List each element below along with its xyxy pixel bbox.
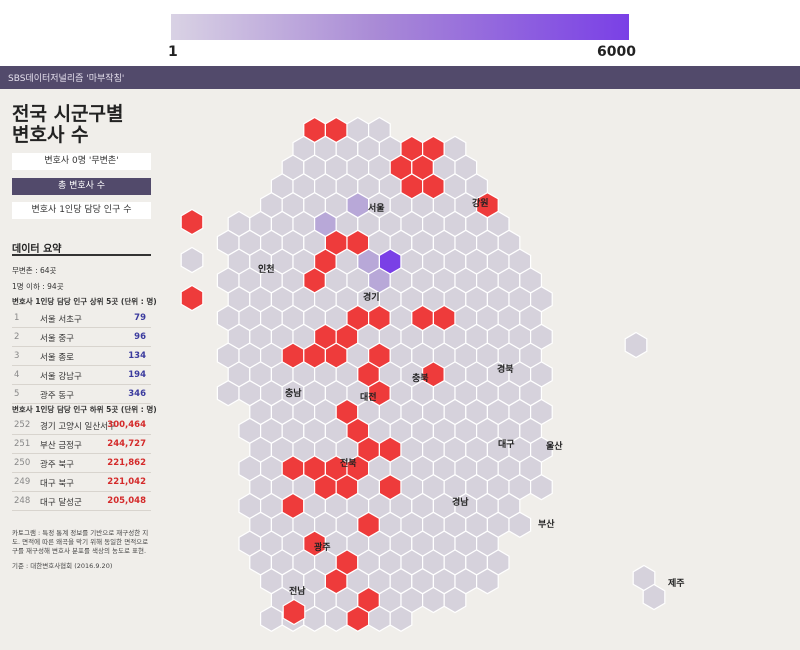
region-label-chungnam: 충남 (285, 387, 302, 399)
rank-name: 광주 북구 (40, 460, 74, 470)
rank-value: 346 (128, 389, 146, 399)
rank-value: 134 (128, 351, 146, 361)
region-label-ulsan: 울산 (546, 440, 563, 452)
legend-max-label: 6000 (597, 44, 636, 60)
rank-value: 221,862 (107, 458, 146, 468)
region-label-chungbuk: 충북 (412, 372, 429, 384)
rank-value: 194 (128, 370, 146, 380)
legend: 1 6000 (0, 0, 800, 66)
rank-number: 5 (14, 389, 20, 399)
rank-name: 경기 고양시 일산서구 (40, 422, 116, 432)
rank-number: 251 (14, 439, 31, 449)
table-row: 252 경기 고양시 일산서구 300,464 (12, 416, 151, 435)
district-hex[interactable] (642, 583, 666, 611)
region-label-jeonbuk: 전북 (340, 457, 357, 469)
rank-number: 4 (14, 370, 20, 380)
rank-name: 서울 강남구 (40, 372, 82, 382)
page-title: 전국 시군구별 변호사 수 (12, 104, 162, 146)
rank-name: 서울 중구 (40, 334, 74, 344)
rank-value: 221,042 (107, 477, 146, 487)
region-label-gangwon: 강원 (472, 197, 489, 209)
rank-value: 79 (134, 313, 146, 323)
region-label-daegu: 대구 (498, 438, 515, 450)
legend-color-bar (171, 14, 629, 40)
table-row: 2 서울 중구 96 (12, 328, 151, 347)
table-row: 251 부산 금정구 244,727 (12, 435, 151, 454)
district-hex[interactable] (624, 331, 648, 359)
rank-value: 205,048 (107, 496, 146, 506)
mode-button-population-per-lawyer[interactable]: 변호사 1인당 담당 인구 수 (12, 202, 151, 219)
district-hex[interactable] (529, 474, 553, 501)
region-label-gyeongnam: 경남 (452, 496, 469, 508)
rank-number: 249 (14, 477, 31, 487)
cartogram-note: 카토그램 : 특정 통계 정보를 기반으로 재구성한 지도. 면적에 따른 왜곡… (12, 529, 149, 555)
rank-number: 2 (14, 332, 20, 342)
district-hex[interactable] (180, 284, 204, 312)
rank-number: 1 (14, 313, 20, 323)
region-label-incheon: 인천 (258, 264, 275, 275)
table-row: 1 서울 서초구 79 (12, 309, 151, 328)
region-label-jeonnam: 전남 (289, 585, 306, 597)
table-row: 250 광주 북구 221,862 (12, 454, 151, 473)
header-bar: SBS데이터저널리즘 '마부작침' (0, 66, 800, 89)
summary-one-or-less: 1명 이하 : 94곳 (12, 282, 64, 291)
region-label-busan: 부산 (538, 518, 555, 530)
region-label-jeju: 제주 (668, 577, 685, 589)
district-hex[interactable] (180, 246, 204, 274)
page-title-line1: 전국 시군구별 (12, 103, 124, 125)
rank-value: 300,464 (107, 420, 146, 430)
top-rank-table: 1 서울 서초구 79 2 서울 중구 96 3 서울 종로 134 4 서울 강남구 194 … (12, 309, 151, 404)
summary-bottom-heading: 변호사 1인당 담당 인구 하위 5곳 (단위 : 명) (12, 405, 157, 414)
table-row: 248 대구 달성군 205,048 (12, 492, 151, 511)
district-hex[interactable] (180, 208, 204, 236)
district-hex[interactable] (389, 605, 413, 632)
rank-name: 서울 종로 (40, 353, 74, 363)
region-label-gyeonggi: 경기 (363, 291, 380, 303)
district-hex[interactable] (260, 605, 283, 632)
region-label-seoul: 서울 (368, 202, 385, 214)
legend-min-label: 1 (168, 44, 178, 60)
header-title: SBS데이터저널리즘 '마부작침' (8, 74, 125, 84)
district-hex[interactable] (508, 511, 532, 538)
rank-number: 248 (14, 496, 31, 506)
rank-value: 96 (134, 332, 146, 342)
district-hex[interactable] (324, 605, 348, 632)
rank-number: 3 (14, 351, 20, 361)
district-hex[interactable] (303, 605, 326, 632)
summary-divider (12, 254, 151, 256)
table-row: 249 대구 북구 221,042 (12, 473, 151, 492)
rank-number: 250 (14, 458, 31, 468)
region-label-daejeon: 대전 (360, 391, 377, 403)
district-hex[interactable] (346, 605, 370, 632)
bottom-rank-table: 252 경기 고양시 일산서구 300,464 251 부산 금정구 244,727 2… (12, 416, 151, 511)
rank-number: 252 (14, 420, 31, 430)
summary-no-lawyer: 무변촌 : 64곳 (12, 266, 57, 275)
mode-button-no-lawyer[interactable]: 변호사 0명 '무변촌' (12, 153, 151, 170)
district-hex[interactable] (443, 586, 467, 614)
rank-name: 서울 서초구 (40, 315, 82, 325)
district-hex[interactable] (368, 605, 391, 632)
region-label-gyeongbuk: 경북 (497, 363, 514, 375)
table-row: 5 광주 동구 346 (12, 385, 151, 404)
rank-name: 광주 동구 (40, 391, 74, 401)
table-row: 3 서울 종로 134 (12, 347, 151, 366)
data-source: 기준 : 대한변호사협회 (2016.9.20) (12, 562, 113, 570)
district-hex[interactable] (216, 380, 240, 407)
page-title-line2: 변호사 수 (12, 124, 89, 146)
rank-value: 244,727 (107, 439, 146, 449)
region-label-gwangju: 광주 (314, 541, 331, 553)
mode-button-total-lawyers[interactable]: 총 변호사 수 (12, 178, 151, 195)
summary-title: 데이터 요약 (12, 244, 62, 255)
rank-name: 대구 달성군 (40, 498, 82, 508)
rank-name: 대구 북구 (40, 479, 74, 489)
district-hex[interactable] (282, 598, 306, 626)
summary-top-heading: 변호사 1인당 담당 인구 상위 5곳 (단위 : 명) (12, 297, 157, 306)
rank-name: 부산 금정구 (40, 441, 82, 451)
district-hex[interactable] (476, 568, 499, 595)
table-row: 4 서울 강남구 194 (12, 366, 151, 385)
district-hex[interactable] (422, 586, 445, 614)
